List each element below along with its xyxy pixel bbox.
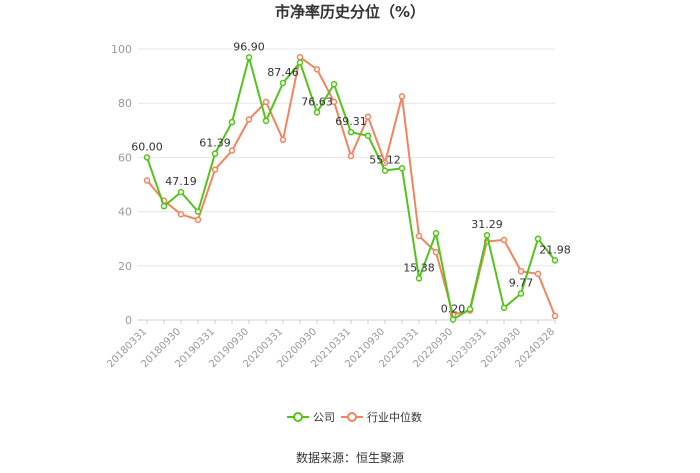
data-point[interactable] — [211, 150, 219, 157]
y-axis: 0 20 40 60 80 100 — [111, 43, 132, 327]
y-tick-label: 20 — [118, 260, 132, 273]
x-axis: 2018033120180930201903312019093020200331… — [105, 320, 557, 370]
data-point[interactable] — [500, 236, 508, 244]
data-point[interactable] — [279, 136, 287, 144]
series-layer — [143, 53, 559, 323]
data-point[interactable] — [279, 79, 287, 87]
data-point[interactable] — [347, 152, 355, 160]
data-source: 数据来源：恒生聚源 — [296, 450, 404, 465]
data-point[interactable] — [534, 235, 542, 242]
data-label: 69.31 — [335, 115, 367, 128]
data-label: 15.38 — [403, 261, 435, 274]
data-point[interactable] — [381, 167, 389, 174]
data-label: 47.19 — [165, 175, 197, 188]
data-point[interactable] — [313, 66, 321, 73]
data-label: 60.00 — [131, 140, 163, 153]
data-point[interactable] — [347, 128, 355, 136]
y-tick-label: 0 — [125, 314, 132, 327]
data-label: 31.29 — [471, 218, 503, 231]
data-point[interactable] — [177, 211, 185, 218]
data-point[interactable] — [483, 231, 491, 239]
data-label: 87.46 — [267, 66, 299, 79]
data-point[interactable] — [330, 80, 338, 88]
data-point[interactable] — [517, 267, 525, 275]
legend-company-marker — [293, 412, 303, 422]
data-point[interactable] — [143, 154, 151, 161]
y-tick-label: 60 — [118, 151, 132, 164]
series-line — [146, 56, 556, 317]
data-point[interactable] — [432, 230, 440, 237]
data-point[interactable] — [534, 270, 542, 278]
data-point[interactable] — [194, 208, 202, 215]
data-point[interactable] — [415, 232, 423, 240]
data-point[interactable] — [228, 147, 236, 154]
legend-item-industry[interactable]: 行业中位数 — [341, 410, 422, 424]
data-point[interactable] — [143, 177, 151, 184]
data-point[interactable] — [228, 118, 236, 126]
data-point[interactable] — [262, 98, 270, 106]
data-point[interactable] — [296, 59, 304, 66]
data-label: 61.39 — [199, 137, 231, 150]
gridlines — [138, 48, 555, 321]
legend[interactable]: 公司 行业中位数 — [287, 410, 422, 424]
data-point[interactable] — [194, 216, 202, 223]
data-point[interactable] — [432, 249, 440, 256]
y-tick-label: 80 — [118, 97, 132, 110]
data-point[interactable] — [177, 188, 185, 196]
data-label: 9.77 — [509, 277, 534, 290]
data-point[interactable] — [296, 53, 304, 61]
legend-industry-marker — [347, 412, 357, 422]
data-point[interactable] — [517, 290, 525, 297]
data-point[interactable] — [245, 116, 253, 123]
data-point[interactable] — [245, 54, 253, 61]
chart-title: 市净率历史分位（%） — [275, 3, 425, 21]
data-point[interactable] — [364, 132, 372, 139]
y-tick-label: 40 — [118, 206, 132, 219]
series-company — [143, 54, 559, 323]
data-point[interactable] — [551, 312, 559, 320]
data-label: 76.63 — [301, 95, 333, 108]
data-label: 96.90 — [233, 40, 265, 53]
y-tick-label: 100 — [111, 43, 132, 56]
data-point[interactable] — [449, 316, 457, 323]
data-point[interactable] — [313, 109, 321, 116]
legend-industry-label: 行业中位数 — [367, 410, 422, 424]
data-point[interactable] — [381, 159, 389, 167]
data-point[interactable] — [364, 113, 372, 120]
data-point[interactable] — [330, 98, 338, 106]
series-industry — [143, 53, 559, 320]
data-label: 55.12 — [369, 154, 401, 167]
data-point[interactable] — [415, 275, 423, 282]
data-point[interactable] — [500, 304, 508, 312]
data-point[interactable] — [262, 117, 270, 125]
legend-company-label: 公司 — [313, 411, 335, 424]
data-point[interactable] — [398, 93, 406, 100]
data-point[interactable] — [160, 202, 168, 210]
legend-item-company[interactable]: 公司 — [287, 411, 335, 424]
data-point[interactable] — [466, 305, 474, 313]
data-label: 0.20 — [441, 302, 466, 315]
data-point[interactable] — [398, 164, 406, 172]
data-point[interactable] — [211, 166, 219, 173]
data-point[interactable] — [551, 257, 559, 264]
data-label: 21.98 — [539, 243, 571, 256]
